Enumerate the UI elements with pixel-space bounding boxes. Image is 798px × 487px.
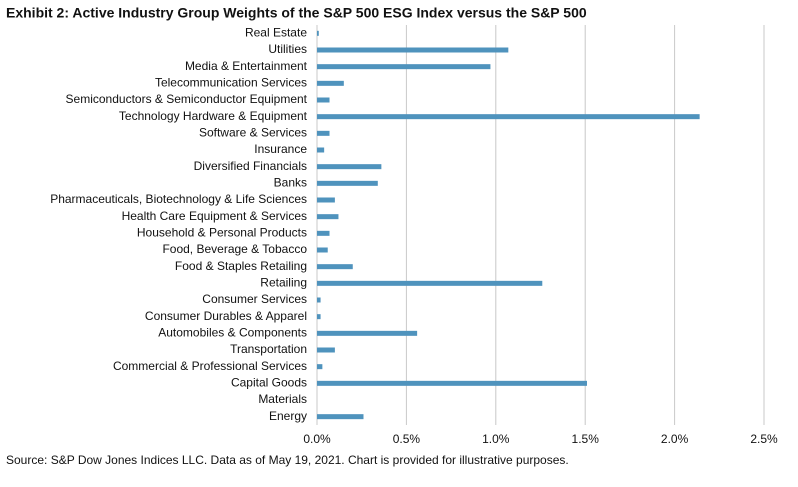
- bar: [317, 414, 364, 420]
- y-tick-label: Materials: [258, 392, 307, 406]
- y-tick-label: Health Care Equipment & Services: [122, 209, 307, 223]
- y-tick-label: Transportation: [230, 342, 307, 356]
- y-tick-label: Retailing: [260, 276, 307, 290]
- source-note: Source: S&P Dow Jones Indices LLC. Data …: [6, 453, 569, 467]
- y-tick-label: Banks: [274, 176, 307, 190]
- x-tick-label: 2.0%: [661, 432, 689, 446]
- x-tick-label: 2.5%: [750, 432, 778, 446]
- y-tick-label: Technology Hardware & Equipment: [119, 109, 308, 123]
- chart-title: Exhibit 2: Active Industry Group Weights…: [6, 5, 587, 21]
- bar: [317, 297, 321, 303]
- y-tick-label: Real Estate: [245, 26, 307, 40]
- y-tick-label: Semiconductors & Semiconductor Equipment: [66, 92, 308, 106]
- y-tick-label: Media & Entertainment: [185, 59, 308, 73]
- y-tick-label: Household & Personal Products: [137, 226, 307, 240]
- bar: [317, 280, 543, 286]
- y-tick-label: Pharmaceuticals, Biotechnology & Life Sc…: [50, 192, 307, 206]
- bar: [317, 130, 330, 136]
- y-tick-label: Consumer Durables & Apparel: [145, 309, 307, 323]
- y-tick-label: Automobiles & Components: [158, 326, 307, 340]
- bar: [317, 114, 700, 120]
- bar: [317, 164, 382, 170]
- y-tick-label: Diversified Financials: [194, 159, 307, 173]
- bar: [317, 214, 339, 220]
- bar: [317, 347, 335, 353]
- bar: [317, 197, 335, 203]
- bar: [317, 230, 330, 236]
- bar: [317, 264, 353, 270]
- y-tick-label: Telecommunication Services: [155, 76, 307, 90]
- bar: [317, 80, 344, 86]
- y-tick-label: Insurance: [254, 142, 307, 156]
- x-tick-label: 1.0%: [482, 432, 510, 446]
- bar: [317, 380, 587, 386]
- bar: [317, 47, 509, 53]
- y-tick-label: Consumer Services: [202, 292, 307, 306]
- x-tick-label: 0.0%: [303, 432, 331, 446]
- bar: [317, 64, 491, 70]
- y-tick-label: Capital Goods: [231, 376, 307, 390]
- x-tick-label: 1.5%: [572, 432, 600, 446]
- bar: [317, 147, 325, 153]
- y-tick-label: Utilities: [268, 42, 307, 56]
- bar: [317, 180, 378, 186]
- y-tick-label: Energy: [269, 409, 307, 423]
- bar: [317, 30, 319, 36]
- y-tick-label: Food & Staples Retailing: [175, 259, 307, 273]
- bar: [317, 314, 321, 320]
- bar: [317, 247, 328, 253]
- bar: [317, 364, 323, 370]
- bar: [317, 97, 330, 103]
- y-tick-label: Commercial & Professional Services: [113, 359, 307, 373]
- x-tick-label: 0.5%: [393, 432, 421, 446]
- bar: [317, 330, 418, 336]
- y-tick-label: Food, Beverage & Tobacco: [162, 242, 307, 256]
- y-tick-label: Software & Services: [199, 126, 307, 140]
